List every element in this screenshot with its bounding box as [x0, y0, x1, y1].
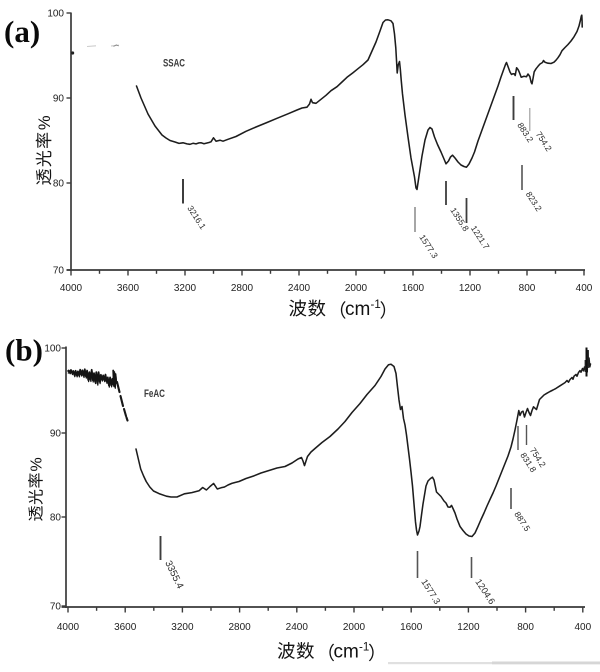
svg-text:(b): (b)	[5, 333, 43, 368]
svg-text:cm: cm	[345, 299, 370, 320]
svg-text:400: 400	[574, 622, 591, 633]
svg-text:cm: cm	[334, 642, 359, 663]
svg-text:4000: 4000	[57, 622, 80, 633]
svg-text:SSAC: SSAC	[163, 58, 185, 70]
svg-text:100: 100	[44, 344, 61, 355]
svg-text:2400: 2400	[286, 622, 309, 633]
svg-text:3600: 3600	[117, 283, 140, 294]
svg-text:%: %	[29, 457, 46, 471]
svg-text:70: 70	[53, 266, 65, 277]
svg-text:70: 70	[50, 602, 62, 613]
svg-text:2800: 2800	[231, 283, 254, 294]
svg-text:2000: 2000	[345, 283, 368, 294]
svg-text:(a): (a)	[4, 14, 40, 49]
svg-text:90: 90	[53, 94, 65, 105]
svg-text:-1: -1	[359, 642, 369, 654]
svg-text:%: %	[36, 115, 54, 130]
svg-text:2800: 2800	[228, 622, 251, 633]
svg-text:80: 80	[50, 513, 62, 524]
svg-text:800: 800	[519, 283, 536, 294]
svg-text:2000: 2000	[343, 622, 366, 633]
svg-text:800: 800	[517, 622, 534, 633]
svg-text:80: 80	[53, 179, 65, 190]
svg-text:-1: -1	[371, 299, 381, 311]
svg-text:2400: 2400	[288, 283, 311, 294]
svg-text:1200: 1200	[457, 622, 480, 633]
svg-text:100: 100	[47, 9, 64, 20]
svg-text:1600: 1600	[402, 283, 425, 294]
svg-text:3600: 3600	[114, 622, 137, 633]
svg-text:4000: 4000	[60, 283, 83, 294]
svg-text:1600: 1600	[400, 622, 423, 633]
svg-text:90: 90	[50, 429, 62, 440]
svg-text:400: 400	[576, 283, 593, 294]
svg-text:3200: 3200	[174, 283, 197, 294]
svg-text:FeAC: FeAC	[144, 388, 165, 400]
svg-text:3200: 3200	[171, 622, 194, 633]
svg-text:1200: 1200	[459, 283, 482, 294]
